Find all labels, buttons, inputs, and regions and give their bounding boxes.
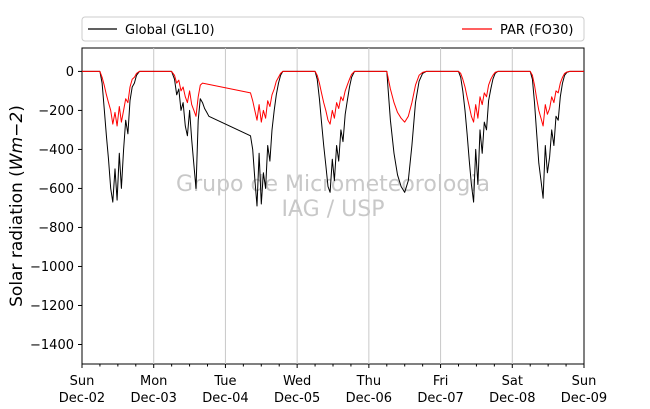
x-axis: Sun Dec-02 Mon Dec-03 Tue Dec-04 Wed Dec-05 Thu D… xyxy=(59,364,607,406)
series-line-par xyxy=(82,70,584,127)
y-tick-label: −1000 xyxy=(30,260,74,275)
y-axis-label-close: ) xyxy=(7,105,27,112)
y-axis-label-unit: Wm xyxy=(7,137,27,170)
x-tick-date: Dec-06 xyxy=(346,391,392,406)
x-tick-date: Dec-08 xyxy=(489,391,535,406)
x-tick-day: Sun xyxy=(572,374,597,389)
watermark-line: IAG / USP xyxy=(282,197,385,222)
y-tick-label: −1400 xyxy=(30,338,74,353)
vertical-grid xyxy=(153,48,513,364)
series-layer xyxy=(82,70,584,207)
y-axis-label-main: Solar radiation ( xyxy=(7,170,27,307)
legend-label-par: PAR (FO30) xyxy=(500,23,573,38)
x-tick-date: Dec-03 xyxy=(131,391,177,406)
y-axis-label-exp: −2 xyxy=(7,112,27,137)
y-tick-label: −1200 xyxy=(30,299,74,314)
x-tick-day: Fri xyxy=(433,374,449,389)
x-tick-date: Dec-07 xyxy=(417,391,463,406)
x-tick-day: Sat xyxy=(502,374,523,389)
legend-box xyxy=(81,16,585,42)
x-tick-day: Mon xyxy=(140,374,167,389)
legend-label-global: Global (GL10) xyxy=(125,23,215,38)
x-tick-day: Sun xyxy=(70,374,95,389)
y-tick-label: 0 xyxy=(66,65,74,80)
y-axis-label: Solar radiation (Wm−2) xyxy=(7,105,27,307)
y-tick-label: −400 xyxy=(38,143,74,158)
y-tick-label: −800 xyxy=(38,221,74,236)
y-tick-label: −200 xyxy=(38,104,74,119)
x-tick-date: Dec-09 xyxy=(561,391,607,406)
x-tick-date: Dec-05 xyxy=(274,391,320,406)
legend: Global (GL10) PAR (FO30) xyxy=(81,16,585,42)
x-tick-day: Thu xyxy=(356,374,381,389)
y-tick-label: −600 xyxy=(38,182,74,197)
x-tick-day: Tue xyxy=(213,374,236,389)
watermark-line: Grupo de Micrometeorologia xyxy=(176,172,490,197)
y-axis: 0 −200 −400 −600 −800 −1000 −1200 −1400 xyxy=(30,65,82,353)
x-tick-date: Dec-02 xyxy=(59,391,105,406)
x-tick-date: Dec-04 xyxy=(202,391,248,406)
x-tick-day: Wed xyxy=(283,374,311,389)
